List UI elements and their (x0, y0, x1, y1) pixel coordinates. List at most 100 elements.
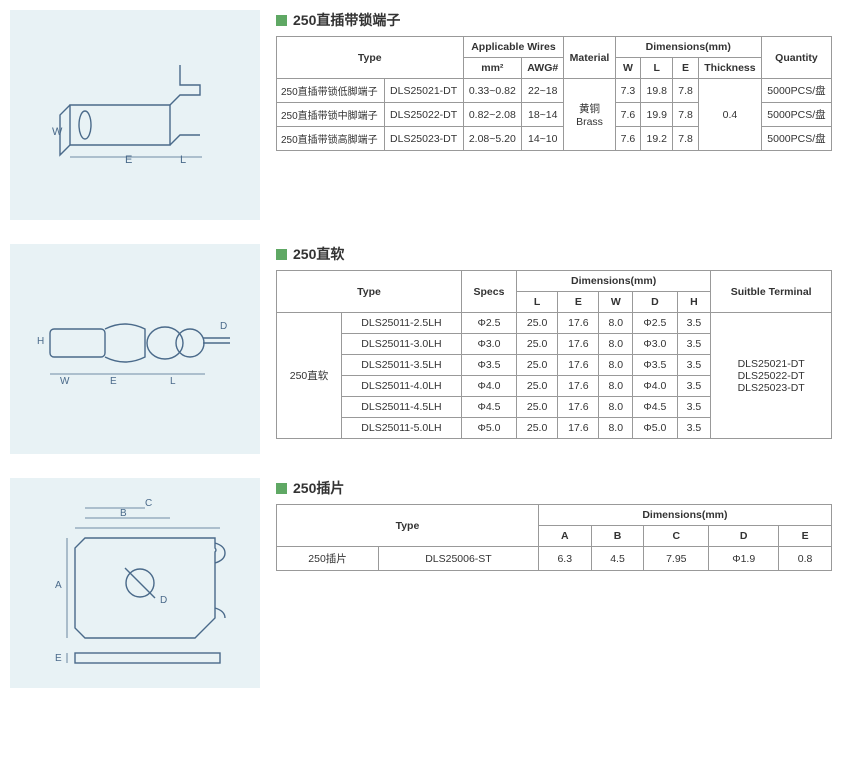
th-type: Type (277, 271, 462, 313)
dim-label-a: A (55, 580, 62, 591)
cell-a: 6.3 (538, 547, 591, 571)
cell-b: 4.5 (591, 547, 644, 571)
table-cell: 7.6 (615, 127, 641, 151)
th-a: A (538, 526, 591, 547)
table-cell: 7.8 (673, 79, 699, 103)
dim-label-w: W (60, 376, 70, 387)
th-dims: Dimensions(mm) (615, 37, 761, 58)
th-w: W (615, 58, 641, 79)
cell-model: DLS25006-ST (379, 547, 539, 571)
table-cell: DLS25011-4.0LH (342, 376, 462, 397)
th-thickness: Thickness (698, 58, 761, 79)
th-awg: AWG# (522, 58, 564, 79)
table-cell: 25.0 (516, 418, 557, 439)
table-3: Type Dimensions(mm) A B C D E 250插片 DLS2… (276, 504, 832, 571)
th-e: E (779, 526, 832, 547)
th-type: Type (277, 37, 464, 79)
table-cell: 250直插带锁中脚端子 (277, 103, 385, 127)
table-cell: 17.6 (558, 397, 599, 418)
table-cell: Φ4.0 (461, 376, 516, 397)
table-cell: 14~10 (522, 127, 564, 151)
table-cell: 0.82~2.08 (463, 103, 522, 127)
table-cell: DLS25021-DT (384, 79, 463, 103)
th-l: L (641, 58, 673, 79)
th-qty: Quantity (761, 37, 831, 79)
table-cell: 3.5 (677, 313, 711, 334)
table-row: 250插片 DLS25006-ST 6.3 4.5 7.95 Φ1.9 0.8 (277, 547, 832, 571)
diagram-3: C B A D E (10, 478, 260, 688)
table-cell: 19.9 (641, 103, 673, 127)
table-cell: 17.6 (558, 376, 599, 397)
th-type: Type (277, 505, 539, 547)
cell-name: 250插片 (277, 547, 379, 571)
table-cell: 黄铜 Brass (564, 79, 615, 151)
table-cell: DLS25011-3.0LH (342, 334, 462, 355)
table-cell: 25.0 (516, 334, 557, 355)
table-cell: 5000PCS/盘 (761, 127, 831, 151)
section1-title: 250直插带锁端子 (276, 10, 832, 30)
th-e: E (558, 292, 599, 313)
dim-label-d: D (220, 321, 227, 332)
table-cell: DLS25011-3.5LH (342, 355, 462, 376)
table-cell: 8.0 (599, 376, 633, 397)
table-2: Type Specs Dimensions(mm) Suitble Termin… (276, 270, 832, 439)
dim-label-l: L (170, 376, 176, 387)
table-cell: 17.6 (558, 334, 599, 355)
table-row: 250直软DLS25011-2.5LHΦ2.525.017.68.0Φ2.53.… (277, 313, 832, 334)
table-cell: Φ5.0 (633, 418, 678, 439)
table-cell: 18~14 (522, 103, 564, 127)
table-cell: 17.6 (558, 418, 599, 439)
th-d: D (633, 292, 678, 313)
table-cell: DLS25023-DT (384, 127, 463, 151)
dim-label-l: L (180, 154, 186, 166)
section-250-tab: C B A D E 250插片 Type Dimensions(mm) A (10, 478, 832, 688)
table-cell: 25.0 (516, 397, 557, 418)
table-cell: 3.5 (677, 397, 711, 418)
table-cell: 25.0 (516, 355, 557, 376)
table-cell: 25.0 (516, 313, 557, 334)
table-row: 250直插带锁低脚端子DLS25021-DT0.33~0.8222~18黄铜 B… (277, 79, 832, 103)
th-b: B (591, 526, 644, 547)
diagram-1: W E L (10, 10, 260, 220)
section-250-locking-terminal: W E L 250直插带锁端子 Type Applicable Wires M (10, 10, 832, 220)
table-cell: DLS25011-4.5LH (342, 397, 462, 418)
table-cell: 19.2 (641, 127, 673, 151)
dim-label-c: C (145, 498, 152, 509)
section3-title: 250插片 (276, 478, 832, 498)
table-cell: 250直软 (277, 313, 342, 439)
table-cell: Φ3.0 (461, 334, 516, 355)
th-d: D (709, 526, 779, 547)
table-cell: Φ2.5 (461, 313, 516, 334)
table-cell: 17.6 (558, 355, 599, 376)
table-cell: 250直插带锁低脚端子 (277, 79, 385, 103)
terminal-drawing-icon: W E L (30, 35, 240, 195)
cell-e: 0.8 (779, 547, 832, 571)
table-cell: 8.0 (599, 397, 633, 418)
th-material: Material (564, 37, 615, 79)
table-cell: 8.0 (599, 355, 633, 376)
table-cell: Φ4.5 (461, 397, 516, 418)
section-250-soft: H W E L D 250直软 Type Specs (10, 244, 832, 454)
table-cell: Φ5.0 (461, 418, 516, 439)
dim-label-d: D (160, 595, 167, 606)
cell-c: 7.95 (644, 547, 709, 571)
th-wires: Applicable Wires (463, 37, 564, 58)
table-cell: 0.33~0.82 (463, 79, 522, 103)
table-cell: 7.3 (615, 79, 641, 103)
th-suitable: Suitble Terminal (711, 271, 832, 313)
th-c: C (644, 526, 709, 547)
th-mm2: mm² (463, 58, 522, 79)
table-cell: DLS25022-DT (384, 103, 463, 127)
table-cell: 0.4 (698, 79, 761, 151)
table-cell: Φ4.0 (633, 376, 678, 397)
dim-label-e: E (110, 376, 117, 387)
table-cell: 2.08~5.20 (463, 127, 522, 151)
dim-label-h: H (37, 336, 44, 347)
dim-label-e: E (55, 653, 62, 664)
th-h: H (677, 292, 711, 313)
table-1: Type Applicable Wires Material Dimension… (276, 36, 832, 151)
th-l: L (516, 292, 557, 313)
table-cell: 7.8 (673, 103, 699, 127)
th-dims: Dimensions(mm) (516, 271, 710, 292)
section2-title: 250直软 (276, 244, 832, 264)
